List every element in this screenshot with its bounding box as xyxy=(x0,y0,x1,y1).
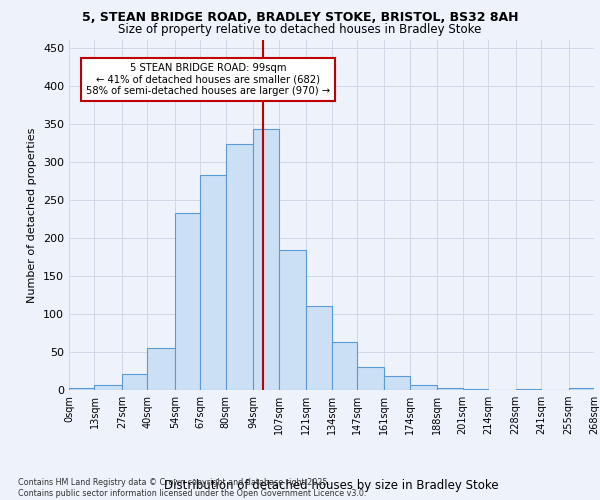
X-axis label: Distribution of detached houses by size in Bradley Stoke: Distribution of detached houses by size … xyxy=(164,479,499,492)
Bar xyxy=(253,129,278,390)
Bar xyxy=(331,342,357,390)
Bar xyxy=(357,367,385,390)
Text: Contains HM Land Registry data © Crown copyright and database right 2025.
Contai: Contains HM Land Registry data © Crown c… xyxy=(18,478,367,498)
Bar xyxy=(226,144,253,390)
Bar xyxy=(200,174,226,390)
Y-axis label: Number of detached properties: Number of detached properties xyxy=(28,128,37,302)
Bar xyxy=(515,389,541,390)
Bar xyxy=(175,212,200,390)
Bar xyxy=(69,388,94,390)
Bar xyxy=(122,374,148,390)
Text: 5 STEAN BRIDGE ROAD: 99sqm
← 41% of detached houses are smaller (682)
58% of sem: 5 STEAN BRIDGE ROAD: 99sqm ← 41% of deta… xyxy=(86,63,330,96)
Text: 5, STEAN BRIDGE ROAD, BRADLEY STOKE, BRISTOL, BS32 8AH: 5, STEAN BRIDGE ROAD, BRADLEY STOKE, BRI… xyxy=(82,11,518,24)
Bar xyxy=(569,388,594,390)
Bar xyxy=(410,386,437,390)
Bar xyxy=(278,250,306,390)
Text: Size of property relative to detached houses in Bradley Stoke: Size of property relative to detached ho… xyxy=(118,22,482,36)
Bar xyxy=(385,376,410,390)
Bar xyxy=(306,306,331,390)
Bar xyxy=(94,386,122,390)
Bar xyxy=(437,388,463,390)
Bar xyxy=(463,389,488,390)
Bar xyxy=(148,348,175,390)
